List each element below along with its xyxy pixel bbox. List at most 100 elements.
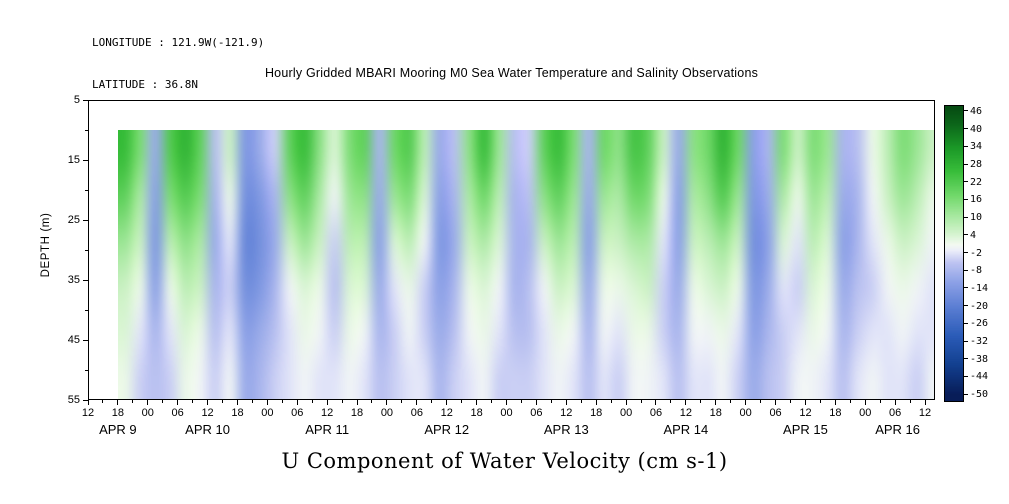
x-axis-minor-tick [819, 400, 821, 403]
x-axis-minor-tick [670, 400, 672, 403]
x-axis-tick-label: 12 [679, 407, 692, 419]
x-axis-tick-label: 12 [81, 407, 95, 419]
x-axis-tick-label: 18 [470, 407, 483, 419]
x-axis-tick [535, 400, 537, 405]
y-axis-minor-tick [85, 369, 88, 371]
y-axis-tick [83, 99, 88, 101]
x-axis-minor-tick [251, 400, 253, 403]
x-axis-tick [834, 400, 836, 405]
colorbar-tick-label: 16 [970, 194, 983, 206]
colorbar-tick [964, 110, 968, 112]
x-axis-tick [356, 400, 358, 405]
x-axis-date-label: APR 13 [543, 422, 589, 437]
x-axis-tick-label: 06 [291, 407, 304, 419]
x-axis-tick [207, 400, 209, 405]
x-axis-date-label: APR 15 [783, 422, 828, 437]
x-axis-minor-tick [730, 400, 732, 403]
colorbar-tick [964, 216, 968, 218]
colorbar-tick [964, 375, 968, 377]
x-axis-minor-tick [461, 400, 463, 403]
x-axis-date-label: APR 16 [875, 422, 921, 437]
x-axis-minor-tick [162, 400, 164, 403]
x-axis-tick-label: 06 [171, 407, 184, 419]
x-axis-minor-tick [550, 400, 552, 403]
colorbar-tick [964, 198, 968, 200]
colorbar-tick-label: -50 [970, 389, 989, 401]
colorbar-tick-label: 28 [970, 159, 983, 170]
x-axis-minor-tick [640, 400, 642, 403]
colorbar-tick [964, 340, 968, 342]
x-axis-tick-label: 06 [769, 407, 782, 419]
x-axis-tick-label: 18 [829, 407, 842, 419]
x-axis-tick [924, 400, 926, 405]
x-axis-date-label: APR 12 [424, 422, 470, 437]
y-axis-tick [83, 339, 88, 341]
x-axis-minor-tick [102, 400, 104, 403]
x-axis-tick-label: 18 [709, 407, 722, 419]
colorbar-tick-label: -26 [970, 318, 989, 330]
colorbar-tick-label: 10 [970, 212, 983, 224]
longitude-label: LONGITUDE : 121.9W(-121.9) [92, 36, 265, 49]
plot-area [88, 100, 935, 400]
colorbar-tick [964, 234, 968, 236]
colorbar-tick [964, 322, 968, 324]
x-axis-tick-label: 18 [590, 407, 603, 419]
y-axis-minor-tick [85, 129, 88, 131]
x-axis-tick-label: 06 [649, 407, 663, 419]
x-axis-minor-tick [610, 400, 612, 403]
x-axis-tick [416, 400, 418, 405]
colorbar-tick-label: 40 [970, 123, 983, 135]
colorbar-tick [964, 163, 968, 165]
x-axis-tick-label: 12 [918, 407, 932, 419]
x-axis-tick-label: 06 [889, 407, 902, 419]
x-axis-date-label: APR 9 [99, 422, 137, 437]
x-axis-minor-tick [580, 400, 582, 403]
x-axis-tick [595, 400, 597, 405]
colorbar-tick [964, 181, 968, 183]
x-axis-minor-tick [222, 400, 224, 403]
x-axis-tick-label: 00 [141, 407, 154, 419]
colorbar-tick [964, 145, 968, 147]
colorbar-tick-label: 34 [970, 141, 983, 153]
x-axis-minor-tick [520, 400, 522, 403]
x-axis-minor-tick [909, 400, 911, 403]
colorbar-canvas [944, 105, 964, 402]
y-axis-tick-label: 25 [67, 214, 80, 226]
x-axis-tick-label: 06 [410, 407, 423, 419]
x-axis-minor-tick [192, 400, 194, 403]
y-axis-tick-label: 5 [73, 94, 80, 106]
x-axis-tick [87, 400, 89, 405]
x-axis-tick [117, 400, 119, 405]
x-axis-tick [655, 400, 657, 405]
y-axis-tick [83, 279, 88, 281]
x-axis-tick [565, 400, 567, 405]
x-axis-minor-tick [311, 400, 313, 403]
heatmap-canvas [118, 130, 934, 399]
colorbar-tick [964, 305, 968, 307]
x-axis-tick-label: 00 [859, 407, 872, 419]
x-axis-tick-label: 12 [440, 407, 453, 419]
y-axis-minor-tick [85, 309, 88, 311]
colorbar-tick [964, 358, 968, 360]
x-axis-tick-label: 00 [380, 407, 394, 419]
x-axis-tick [236, 400, 238, 405]
x-axis-tick [894, 400, 896, 405]
x-axis-minor-tick [700, 400, 702, 403]
x-axis-tick [625, 400, 627, 405]
x-axis-tick-label: 00 [261, 407, 274, 419]
colorbar-tick-label: 22 [970, 176, 983, 188]
x-axis-minor-tick [341, 400, 343, 403]
x-axis-tick [804, 400, 806, 405]
colorbar [944, 105, 964, 402]
x-axis-tick [177, 400, 179, 405]
x-axis-tick [296, 400, 298, 405]
x-axis-tick [476, 400, 478, 405]
colorbar-tick-label: -38 [970, 353, 989, 365]
y-axis-tick-label: 35 [67, 274, 80, 286]
y-axis-title: DEPTH (m) [40, 212, 52, 278]
x-axis-date-label: APR 14 [663, 422, 709, 437]
x-axis-tick-label: 06 [530, 407, 543, 419]
colorbar-tick-label: 4 [970, 229, 977, 241]
x-axis-tick [715, 400, 717, 405]
